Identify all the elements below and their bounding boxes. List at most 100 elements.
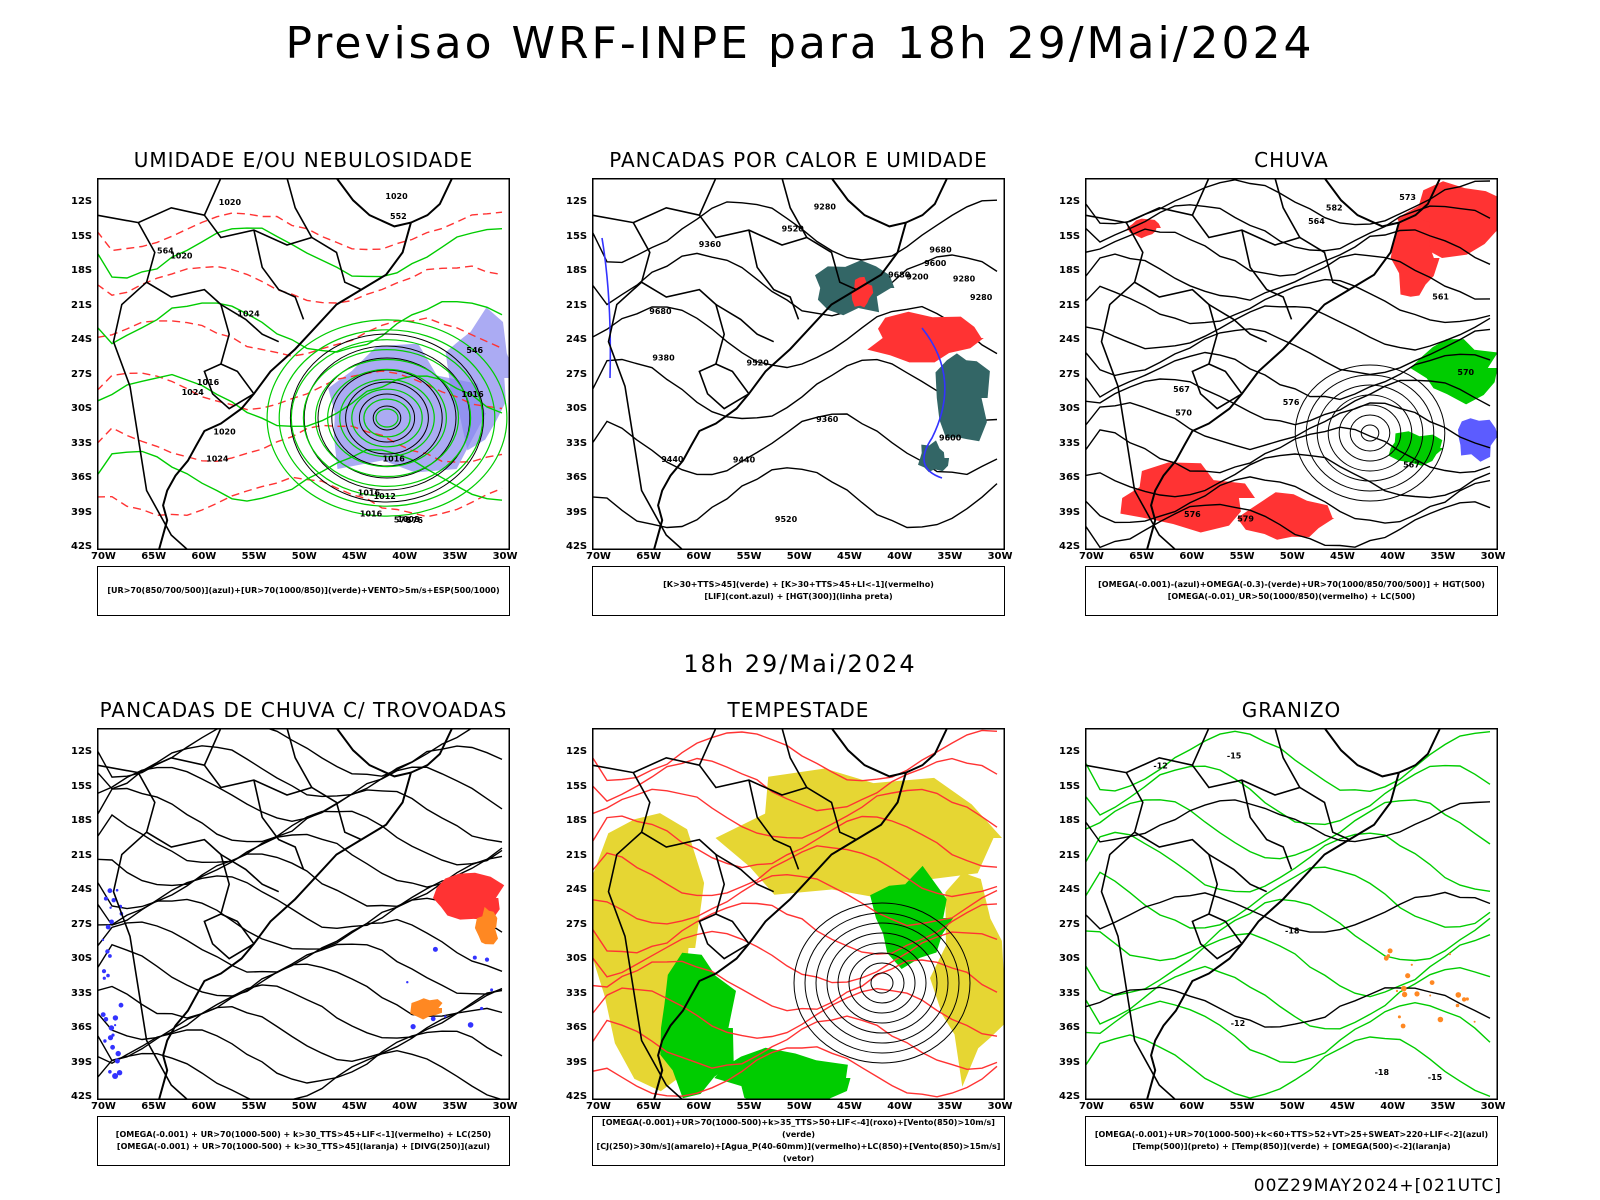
lat-label: 27S [566,918,588,930]
legend-line: [OMEGA(-0.01)_UR>50(1000/850)(vermelho) … [1167,592,1416,601]
lon-label: 70W [91,551,116,562]
divg-mark [406,981,409,984]
divg-mark [410,1024,416,1030]
contour-line [592,305,998,369]
lon-label: 60W [191,551,217,562]
contour-line [97,810,503,866]
contour-line [97,476,503,518]
lat-label: 30S [566,953,588,964]
contour-label: 1024 [237,310,260,319]
humidity-blue-area [445,307,510,451]
legend-line: [LIF](cont.azul) + [HGT(300)](linha pret… [704,592,893,601]
lat-label: 15S [1059,780,1081,792]
country-border [592,728,717,774]
country-border [1100,281,1177,550]
lat-label: 24S [566,334,588,345]
red-rain-area [1237,492,1335,540]
divg-mark [430,1016,436,1022]
country-border [1125,222,1219,365]
lat-label: 36S [1059,472,1081,483]
lon-label: 30W [492,1101,518,1112]
legend-line: [UR>70(850/700/500)](azul)+[UR>70(1000/8… [107,586,500,595]
contour-line [97,745,503,798]
vortex-contour [345,381,429,455]
lat-label: 39S [1059,1056,1081,1068]
coastline [1145,772,1400,1100]
panel-title: CHUVA [1254,148,1329,172]
country-border [97,728,222,774]
red-area [851,276,984,363]
coastline [1323,728,1442,778]
lat-label: 42S [566,1091,588,1102]
lon-label: 30W [987,551,1013,562]
contour-line [97,853,503,910]
contour-label: 9600 [924,259,947,268]
lat-label: 15S [1059,230,1081,242]
divg-mark [112,1073,119,1079]
contour-line [1085,891,1491,933]
lon-label: 60W [686,551,712,562]
lon-label: 40W [392,1101,418,1112]
lat-label: 12S [71,746,93,757]
map-panel [97,728,510,1100]
map-panel [592,728,1005,1100]
lat-label: 24S [566,884,588,895]
omega-mark [1465,997,1469,1001]
lon-label: 60W [686,1101,712,1112]
lon-label: 50W [1279,1101,1305,1112]
country-border [1100,831,1177,1100]
contour-label: 1024 [182,388,205,397]
map-boundaries [1085,178,1442,550]
divg-mark [114,1058,120,1064]
contour-label: 579 [1237,515,1254,524]
country-border [1241,779,1293,870]
contour-label: -15 [1227,752,1242,761]
country-border [253,229,305,320]
lon-label: 45W [837,1101,862,1112]
vortex-contour [303,345,471,491]
lat-label: 36S [566,1022,588,1033]
lon-label: 50W [1279,551,1305,562]
country-border [698,214,857,291]
omega-mark [1401,991,1408,998]
panel-title: PANCADAS DE CHUVA C/ TROVOADAS [99,698,508,722]
contour-line [592,252,998,317]
lat-label: 21S [1059,849,1081,861]
vortex-streamline [837,942,927,1024]
lon-label: 30W [1480,1101,1506,1112]
divg-mark [102,976,106,980]
contour-line [1085,501,1491,549]
contour-line [592,987,998,1039]
contour-label: 570 [1457,368,1474,377]
divg-mark [480,1006,484,1011]
contour-label: 9200 [906,273,929,282]
contour-label: 1016 [358,488,381,497]
contour-label: 1016 [383,455,406,464]
lat-label: 12S [71,196,93,207]
contour-label: -12 [1153,762,1167,771]
country-border [715,853,775,893]
divg-mark [490,988,494,992]
contour-label: 1008 [397,515,420,524]
country-border [715,303,775,343]
contour-line [1085,831,1491,893]
lon-label: 65W [1129,551,1155,562]
contour-line [1085,898,1491,962]
lat-label: 33S [71,987,93,999]
divg-mark [103,1039,107,1043]
lon-label: 55W [736,1101,762,1112]
contour-label: 9520 [747,359,770,368]
lat-label: 33S [1059,437,1081,449]
map-frame [97,728,510,1100]
lon-label: 50W [291,551,317,562]
contour-line [592,788,998,839]
contour-label: 9380 [652,354,675,363]
lon-label: 45W [342,551,367,562]
lat-label: 18S [1059,815,1081,826]
contour-label: 1016 [360,510,383,519]
contour-line [1085,986,1491,1028]
omega-orange [1383,948,1476,1029]
lon-label: 35W [1430,1101,1456,1112]
contour-line [97,448,503,502]
country-border [203,764,362,841]
